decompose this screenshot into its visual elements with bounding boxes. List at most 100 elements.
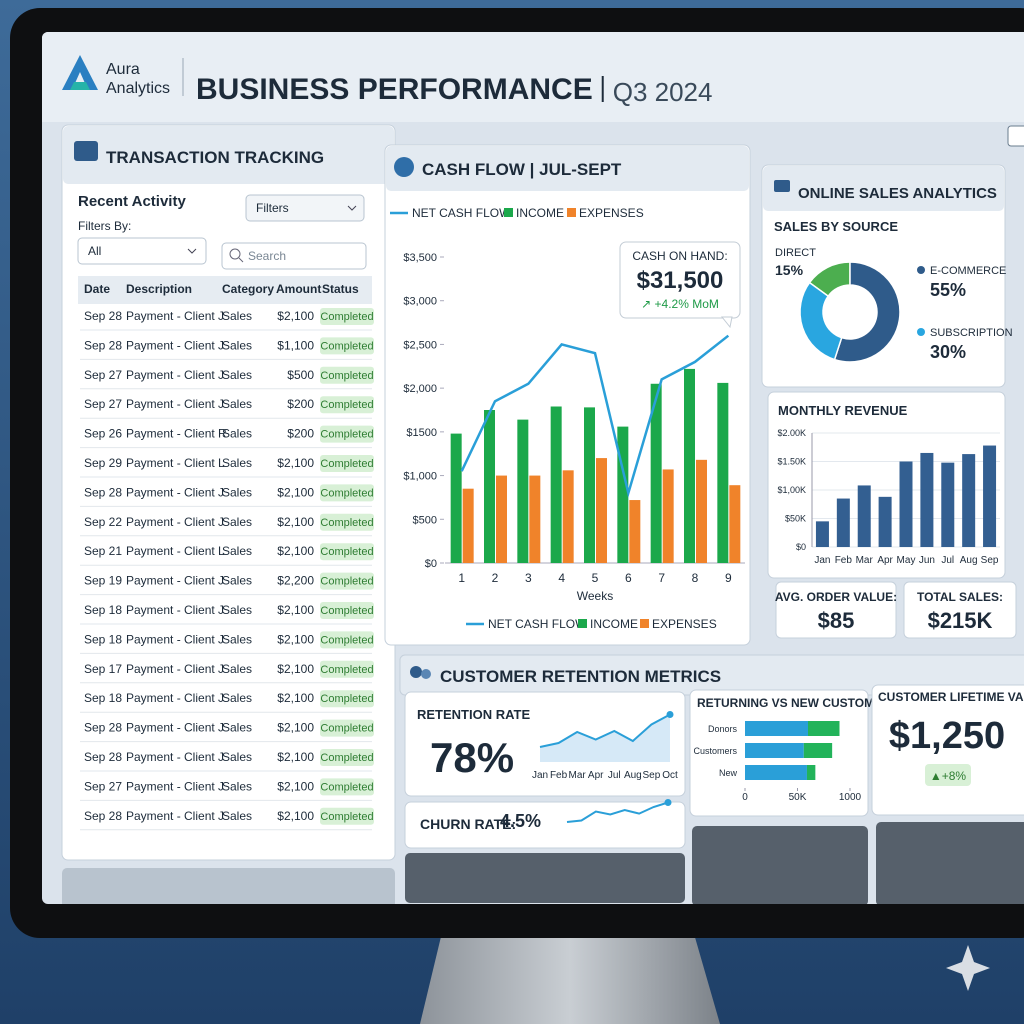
cell: Payment - Client J [126,779,224,793]
bar [878,496,892,547]
cart-icon [774,180,790,192]
legend-label: EXPENSES [579,206,644,220]
cell: $2,100 [277,309,314,323]
filter-select[interactable] [77,237,207,265]
bar [962,454,976,547]
cell: Payment - Client R [126,427,227,441]
status: Completed [320,811,373,823]
cell: Payment - Client L [126,544,225,558]
monitor-stand [420,920,720,1024]
status-badge [320,513,374,531]
kpi-label: TOTAL SALES: [917,590,1003,604]
status: Completed [320,752,373,764]
search-box[interactable] [221,242,367,270]
people-icon [421,669,431,679]
cell: $2,100 [277,809,314,823]
cell: Payment - Client J [126,338,224,352]
status: Completed [320,723,373,735]
x-tick-label: Feb [550,770,568,781]
x-tick-label: Jan [532,770,548,781]
cell: $2,100 [277,544,314,558]
bar [717,382,729,563]
retention-rate-card [404,691,686,797]
brand-name: Analytics [106,80,170,97]
status: Completed [320,399,373,411]
status-badge [320,572,374,590]
kpi-card [775,581,897,639]
status-badge [320,778,374,796]
y-tick-label: $0 [796,542,806,552]
bar [496,475,507,563]
cell: $2,200 [277,574,314,588]
status-badge [320,719,374,737]
cell: Sep 28 [84,809,122,823]
status: Completed [320,781,373,793]
legend-label: SUBSCRIPTION [930,327,1013,339]
status-badge [320,366,374,384]
cell: $2,100 [277,721,314,735]
cell: Sales [222,691,252,705]
cell: $2,100 [277,750,314,764]
legend-label: DIRECT [775,247,816,259]
filters-button[interactable] [245,194,365,222]
calendar-icon[interactable] [1007,125,1024,147]
filter-label: Filters By: [78,219,131,233]
cell: Sales [222,338,252,352]
bar [662,469,674,563]
cell: Sep 27 [84,368,122,382]
table-header [78,276,372,304]
status: Completed [320,605,373,617]
donut-slice [833,261,901,363]
legend-dot [917,328,925,336]
cell: Sep 28 [84,750,122,764]
cell: Sales [222,662,252,676]
sparkline-end [666,711,674,718]
panel-stub [405,853,685,903]
online-sales-panel-header [763,166,1004,211]
y-tick-label: $3,500 [403,252,437,264]
legend-swatch [567,208,576,217]
status-badge [320,455,374,472]
cell: Sales [222,309,252,323]
cell: Sep 17 [84,662,122,676]
y-tick-label: $2.00K [777,428,806,438]
callout-change: ↗ +4.2% MoM [641,297,719,311]
y-tick-label: $50K [785,514,806,524]
status: Completed [320,487,373,499]
panel-title: TRANSACTION TRACKING [106,148,324,167]
x-tick-label: Sep [643,770,661,781]
x-tick-label: Mar [569,770,587,781]
cash-flow-panel [384,144,751,646]
cell: Sep 18 [84,632,122,646]
search-icon [229,248,241,260]
x-tick-label: 7 [658,571,665,585]
kpi-label: AVG. ORDER VALUE: [775,590,897,604]
x-tick-label: Jul [608,770,621,781]
brand-name: Aura [106,61,140,78]
metric-label: RETENTION RATE [417,707,530,722]
dollar-icon [394,157,414,177]
legend-dot [917,266,925,274]
status: Completed [320,634,373,646]
y-tick-label: $3,000 [403,296,437,308]
cell: Sales [222,544,252,558]
status: Completed [320,458,373,470]
cell: $2,100 [277,603,314,617]
clv-card [871,684,1024,816]
section-title: SALES BY SOURCE [774,219,898,234]
bar [857,485,871,547]
y-tick-label: $500 [413,514,437,526]
cell: Sales [222,515,252,529]
status-badge [320,425,374,443]
x-tick-label: Jun [919,555,935,566]
cell: Payment - Client J [126,721,224,735]
y-tick-label: $2,500 [403,339,437,351]
y-tick-label: $1,000 [403,471,437,483]
cell: Sep 21 [84,544,122,558]
page-title: BUSINESS PERFORMANCE [196,73,593,106]
logo [62,55,98,90]
cell: Sales [222,750,252,764]
legend-swatch [504,208,513,217]
panel-stub [692,826,868,904]
